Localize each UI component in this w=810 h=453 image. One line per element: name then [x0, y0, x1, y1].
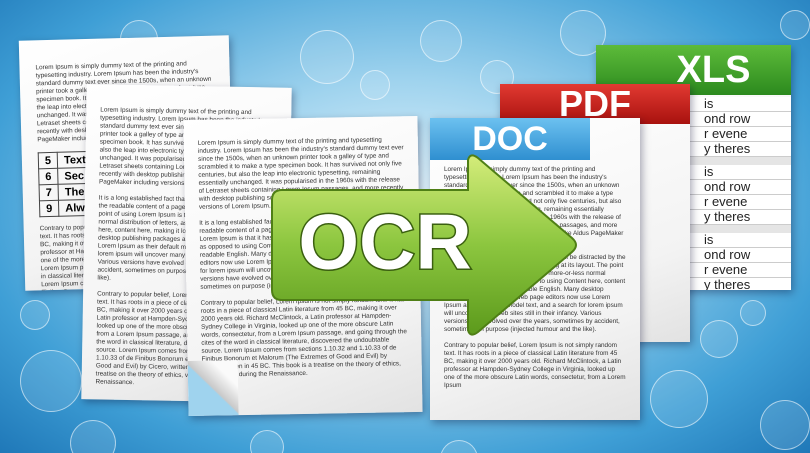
- row-gap: [596, 225, 791, 233]
- ocr-arrow: [271, 154, 577, 336]
- bokeh-circle: [740, 300, 766, 326]
- xls-header: XLS: [596, 45, 791, 95]
- bokeh-circle: [360, 70, 390, 100]
- bokeh-circle: [70, 420, 116, 453]
- bokeh-circle: [420, 20, 462, 62]
- bokeh-circle: [700, 320, 738, 358]
- pdf-header: PDF: [500, 84, 690, 124]
- bokeh-circle: [650, 370, 708, 428]
- bokeh-circle: [20, 350, 82, 412]
- row-gap: [596, 157, 791, 165]
- arrow-label: OCR: [298, 198, 471, 286]
- paragraph: Contrary to popular belief, Lorem Ipsum …: [444, 342, 626, 389]
- bokeh-circle: [300, 30, 354, 84]
- bokeh-circle: [20, 300, 50, 330]
- doc-header: DOC: [430, 118, 590, 160]
- bokeh-circle: [780, 10, 810, 40]
